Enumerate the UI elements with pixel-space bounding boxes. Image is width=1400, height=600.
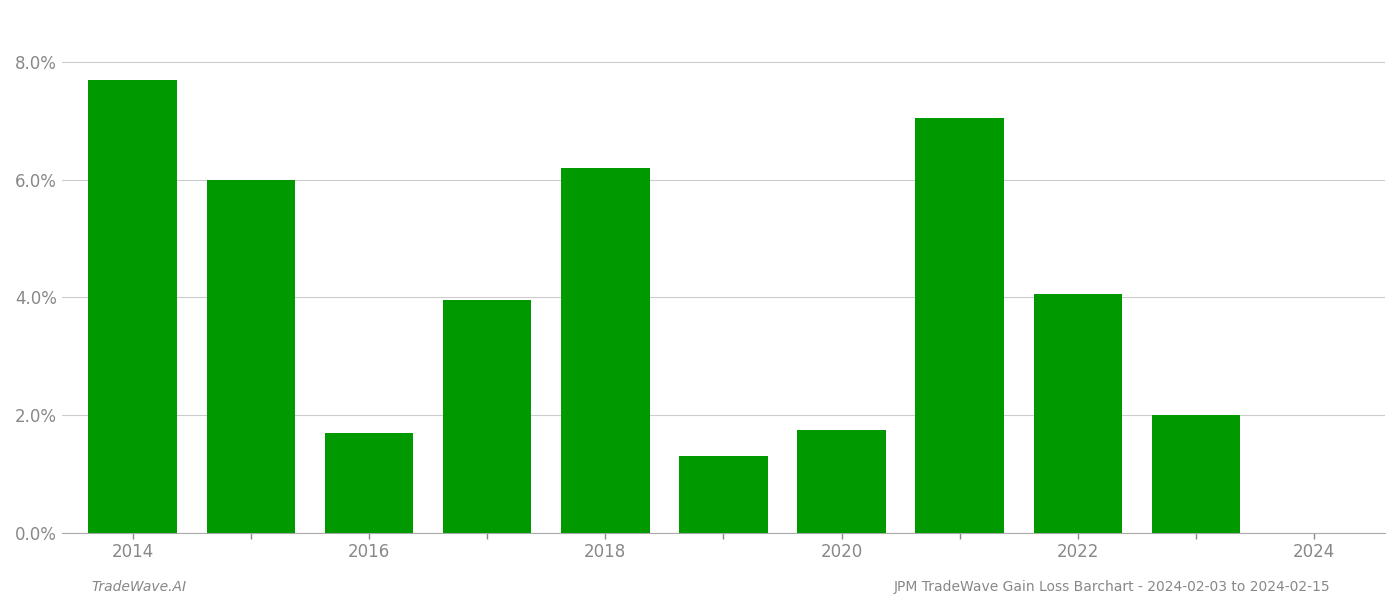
- Bar: [679, 456, 767, 533]
- Bar: [916, 118, 1004, 533]
- Text: TradeWave.AI: TradeWave.AI: [91, 580, 186, 594]
- Bar: [207, 179, 295, 533]
- Bar: [442, 300, 532, 533]
- Bar: [1033, 295, 1123, 533]
- Bar: [88, 80, 176, 533]
- Text: JPM TradeWave Gain Loss Barchart - 2024-02-03 to 2024-02-15: JPM TradeWave Gain Loss Barchart - 2024-…: [893, 580, 1330, 594]
- Bar: [1152, 415, 1240, 533]
- Bar: [797, 430, 886, 533]
- Bar: [325, 433, 413, 533]
- Bar: [561, 168, 650, 533]
